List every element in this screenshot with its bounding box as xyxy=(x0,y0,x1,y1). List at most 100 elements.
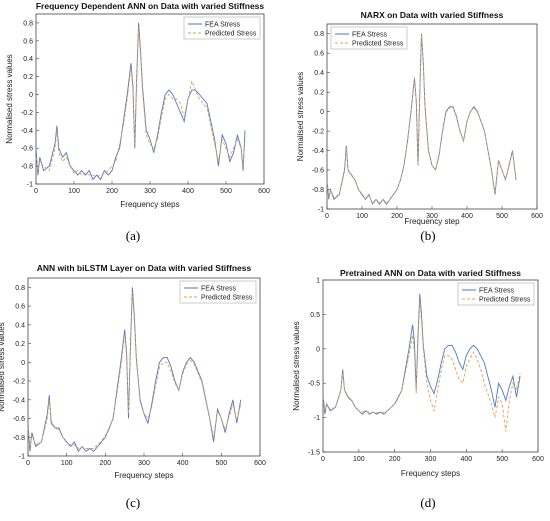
legend-entry: FEA Stress xyxy=(479,288,515,295)
y-tick-label: 0 xyxy=(21,360,25,367)
x-tick-label: 300 xyxy=(138,460,150,467)
y-tick-label: 0 xyxy=(29,92,33,99)
y-tick-label: -0.2 xyxy=(21,110,33,117)
y-tick-label: 0.2 xyxy=(314,90,324,97)
x-axis-label: Frequency steps xyxy=(114,471,173,480)
legend-entry: Predicted Stress xyxy=(201,295,253,302)
x-tick-label: 200 xyxy=(106,188,118,195)
caption-b: (b) xyxy=(420,228,436,243)
x-tick-label: 0 xyxy=(321,456,325,463)
caption-c: (c) xyxy=(125,495,141,510)
chart-b: NARX on Data with varied Stiffness 0 100 20… xyxy=(296,10,543,226)
x-tick-label: 600 xyxy=(254,460,266,467)
x-tick-label: 300 xyxy=(144,188,156,195)
y-tick-label: 0.4 xyxy=(23,56,33,63)
plot-area xyxy=(35,13,265,185)
legend-entry: FEA Stress xyxy=(352,32,388,39)
legend-entry: Predicted Stress xyxy=(352,41,404,48)
x-tick-label: 0 xyxy=(325,213,329,220)
y-tick-label: -0.8 xyxy=(312,187,324,194)
x-tick-label: 0 xyxy=(34,188,38,195)
panel-d: Pretrained ANN on Data with varied Stiff… xyxy=(275,258,550,521)
chart-c: ANN with biLSTM Layer on Data with varie… xyxy=(0,263,266,480)
y-tick-label: 0.5 xyxy=(310,312,320,319)
series-line-fea-stress xyxy=(35,22,246,181)
x-tick-label: 300 xyxy=(426,213,438,220)
series-line-predicted-stress xyxy=(35,27,246,178)
x-tick-label: 500 xyxy=(220,188,232,195)
y-tick-label: -0.8 xyxy=(13,435,25,442)
y-tick-label: 0.8 xyxy=(23,20,33,27)
legend-entry: FEA Stress xyxy=(205,22,241,29)
y-tick-label: -1.5 xyxy=(308,450,320,457)
y-tick-label: 0.6 xyxy=(15,304,25,311)
x-tick-label: 300 xyxy=(425,456,437,463)
chart-title: NARX on Data with varied Stiffness xyxy=(361,10,504,20)
legend xyxy=(457,282,535,306)
y-tick-label: -1 xyxy=(314,415,320,422)
chart-a: Frequency Dependent ANN on Data with var… xyxy=(5,1,270,209)
chart-title: ANN with biLSTM Layer on Data with varie… xyxy=(37,263,252,273)
x-tick-label: 400 xyxy=(182,188,194,195)
series-line-fea-stress xyxy=(27,287,242,453)
series-line-predicted-stress xyxy=(326,34,517,205)
x-tick-label: 0 xyxy=(26,460,30,467)
legend xyxy=(179,280,257,304)
series-line-predicted-stress xyxy=(322,300,521,432)
y-tick-label: 0.6 xyxy=(23,38,33,45)
chart-d: Pretrained ANN on Data with varied Stiff… xyxy=(292,268,544,478)
legend-entry: Predicted Stress xyxy=(479,297,531,304)
x-tick-label: 200 xyxy=(391,213,403,220)
y-tick-label: -0.5 xyxy=(308,381,320,388)
plot-area xyxy=(322,279,539,453)
series-line-fea-stress xyxy=(326,33,517,206)
plot-area xyxy=(326,23,538,210)
caption-a: (a) xyxy=(125,228,141,243)
y-tick-label: -0.6 xyxy=(312,168,324,175)
x-tick-label: 100 xyxy=(68,188,80,195)
caption-d: (d) xyxy=(420,495,436,510)
x-tick-label: 400 xyxy=(177,460,189,467)
x-tick-label: 500 xyxy=(496,456,508,463)
y-tick-label: -1 xyxy=(19,454,25,461)
series-line-predicted-stress xyxy=(27,292,242,450)
x-tick-label: 400 xyxy=(460,456,472,463)
y-tick-label: 0.4 xyxy=(15,322,25,329)
y-tick-label: -0.4 xyxy=(13,397,25,404)
y-tick-label: 0 xyxy=(316,346,320,353)
x-tick-label: 600 xyxy=(531,213,543,220)
x-axis-label: Frequency step xyxy=(404,217,460,226)
x-tick-label: 500 xyxy=(496,213,508,220)
x-tick-label: 100 xyxy=(356,213,368,220)
x-tick-label: 600 xyxy=(258,188,270,195)
y-tick-label: 1 xyxy=(316,278,320,285)
y-tick-label: -0.4 xyxy=(21,128,33,135)
series-line-fea-stress xyxy=(322,293,521,415)
y-axis-label: Normalised stress values xyxy=(5,54,14,143)
y-axis-label: Normalised stress values xyxy=(0,322,6,411)
x-tick-label: 500 xyxy=(215,460,227,467)
y-tick-label: -0.8 xyxy=(21,164,33,171)
y-tick-label: -0.6 xyxy=(13,416,25,423)
x-tick-label: 600 xyxy=(532,456,544,463)
legend xyxy=(183,16,261,40)
legend-entry: Predicted Stress xyxy=(205,31,257,38)
y-tick-label: 0.8 xyxy=(314,31,324,38)
panel-c: ANN with biLSTM Layer on Data with varie… xyxy=(0,258,275,521)
x-axis-label: Frequency steps xyxy=(401,469,460,478)
y-tick-label: -1 xyxy=(318,207,324,214)
chart-title: Frequency Dependent ANN on Data with var… xyxy=(36,1,265,11)
y-axis-label: Normalised stress values xyxy=(296,72,305,161)
x-tick-label: 200 xyxy=(389,456,401,463)
y-tick-label: 0.2 xyxy=(23,74,33,81)
legend-entry: FEA Stress xyxy=(201,286,237,293)
x-tick-label: 100 xyxy=(61,460,73,467)
plot-area xyxy=(27,277,261,457)
y-tick-label: -0.6 xyxy=(21,146,33,153)
x-tick-label: 200 xyxy=(99,460,111,467)
legend xyxy=(330,26,408,50)
chart-title: Pretrained ANN on Data with varied Stiff… xyxy=(340,268,521,278)
y-tick-label: 0.8 xyxy=(15,285,25,292)
y-tick-label: 0 xyxy=(320,109,324,116)
x-axis-label: Frequency steps xyxy=(120,200,179,209)
